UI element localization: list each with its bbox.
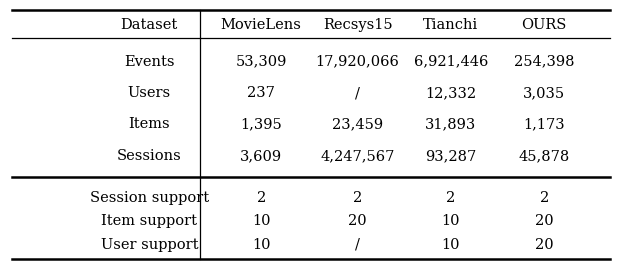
Text: 4,247,567: 4,247,567 [320,149,395,163]
Text: Recsys15: Recsys15 [323,18,392,32]
Text: 31,893: 31,893 [425,117,476,132]
Text: /: / [355,238,360,252]
Text: Tianchi: Tianchi [424,18,478,32]
Text: 6,921,446: 6,921,446 [414,54,488,69]
Text: Session support: Session support [90,191,209,205]
Text: 17,920,066: 17,920,066 [316,54,399,69]
Text: 2: 2 [540,191,549,205]
Text: 10: 10 [252,214,271,228]
Text: Items: Items [129,117,170,132]
Text: 53,309: 53,309 [236,54,287,69]
Text: 10: 10 [442,214,460,228]
Text: 2: 2 [353,191,362,205]
Text: MovieLens: MovieLens [221,18,302,32]
Text: 254,398: 254,398 [514,54,575,69]
Text: 10: 10 [252,238,271,252]
Text: OURS: OURS [522,18,567,32]
Text: 10: 10 [442,238,460,252]
Text: Sessions: Sessions [117,149,182,163]
Text: 20: 20 [535,238,554,252]
Text: 1,173: 1,173 [524,117,565,132]
Text: Item support: Item support [101,214,197,228]
Text: 2: 2 [257,191,266,205]
Text: 1,395: 1,395 [240,117,282,132]
Text: 12,332: 12,332 [425,86,476,100]
Text: 23,459: 23,459 [332,117,383,132]
Text: /: / [355,86,360,100]
Text: 3,035: 3,035 [523,86,565,100]
Text: 20: 20 [535,214,554,228]
Text: Dataset: Dataset [121,18,178,32]
Text: 237: 237 [248,86,275,100]
Text: 20: 20 [348,214,367,228]
Text: 93,287: 93,287 [425,149,476,163]
Text: Users: Users [128,86,171,100]
Text: 45,878: 45,878 [519,149,570,163]
Text: 3,609: 3,609 [240,149,282,163]
Text: User support: User support [101,238,198,252]
Text: Events: Events [124,54,175,69]
Text: 2: 2 [447,191,455,205]
